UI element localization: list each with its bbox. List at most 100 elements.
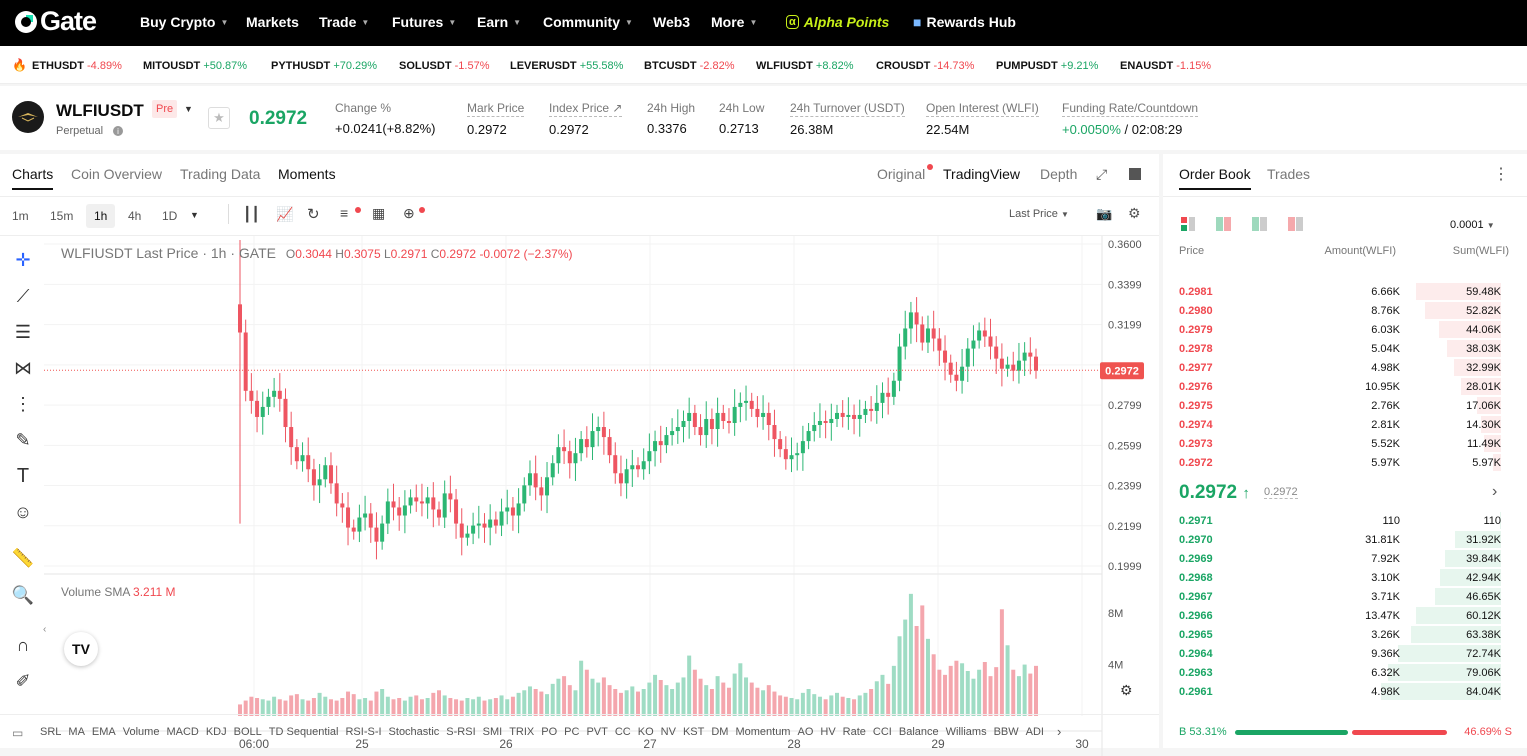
- timeframe-1m[interactable]: 1m: [12, 209, 29, 223]
- indicator-item[interactable]: KST: [682, 726, 705, 738]
- indicator-item[interactable]: SMI: [482, 726, 503, 738]
- replay-icon[interactable]: ↻: [307, 206, 320, 223]
- indicator-item[interactable]: PC: [564, 726, 580, 738]
- ticker-item[interactable]: CROUSDT -14.73%: [876, 60, 974, 72]
- mid-mark-price[interactable]: 0.2972: [1264, 486, 1298, 499]
- stat-funding[interactable]: Funding Rate/Countdown +0.0050% / 02:08:2…: [1062, 101, 1199, 137]
- nav-markets[interactable]: Markets: [246, 14, 299, 30]
- ask-row[interactable]: 0.2972 5.97K 5.97K: [1163, 453, 1511, 472]
- indicator-item[interactable]: EMA: [91, 726, 116, 738]
- ask-row[interactable]: 0.2980 8.76K 52.82K: [1163, 301, 1511, 320]
- ask-row[interactable]: 0.2974 2.81K 14.30K: [1163, 415, 1511, 434]
- stat-index-price[interactable]: Index Price ↗ 0.2972: [549, 101, 623, 137]
- indicator-item[interactable]: BBW: [993, 726, 1019, 738]
- indicator-item[interactable]: KDJ: [205, 726, 227, 738]
- tab-trades[interactable]: Trades: [1267, 166, 1311, 182]
- indicator-item[interactable]: NV: [660, 726, 676, 738]
- collapse-toolbar-icon[interactable]: ‹: [43, 624, 47, 635]
- fib-icon[interactable]: ⋮: [14, 393, 32, 414]
- more-options-icon[interactable]: ⋮: [1493, 166, 1509, 183]
- pattern-icon[interactable]: ⋈: [14, 357, 32, 378]
- zoom-in-icon[interactable]: 🔍: [11, 584, 35, 605]
- bid-row[interactable]: 0.2966 13.47K 60.12K: [1163, 606, 1511, 625]
- indicator-item[interactable]: Rate: [842, 726, 866, 738]
- bid-row[interactable]: 0.2968 3.10K 42.94K: [1163, 568, 1511, 587]
- indicator-item[interactable]: CCI: [872, 726, 892, 738]
- book-view-split-icon[interactable]: [1216, 217, 1232, 231]
- stat-mark-price[interactable]: Mark Price 0.2972: [467, 101, 525, 137]
- stat-turnover[interactable]: 24h Turnover (USDT) 26.38M: [790, 101, 905, 137]
- camera-icon[interactable]: 📷: [1096, 206, 1113, 221]
- indicator-item[interactable]: Stochastic: [388, 726, 440, 738]
- horizontal-lines-icon[interactable]: ☰: [14, 321, 32, 342]
- tab-trading-data[interactable]: Trading Data: [180, 166, 261, 182]
- bid-row[interactable]: 0.2963 6.32K 79.06K: [1163, 663, 1511, 682]
- indicators-icon[interactable]: 📈: [276, 206, 294, 222]
- info-icon[interactable]: i: [113, 126, 123, 136]
- indicator-item[interactable]: S-RSI: [446, 726, 476, 738]
- book-view-asks-icon[interactable]: [1288, 217, 1304, 231]
- chart-settings-icon[interactable]: ⚙: [1120, 682, 1133, 698]
- indicator-item[interactable]: PVT: [586, 726, 608, 738]
- timeframe-15m[interactable]: 15m: [50, 209, 74, 223]
- timeframe-dropdown-icon[interactable]: ▼: [190, 210, 199, 220]
- indicator-item[interactable]: MA: [68, 726, 85, 738]
- book-view-bids-icon[interactable]: [1252, 217, 1268, 231]
- indicator-item[interactable]: TD Sequential: [268, 726, 339, 738]
- book-view-both-icon[interactable]: [1181, 217, 1195, 231]
- ask-row[interactable]: 0.2978 5.04K 38.03K: [1163, 339, 1511, 358]
- indicator-item[interactable]: PO: [541, 726, 558, 738]
- timeframe-4h[interactable]: 4h: [128, 209, 142, 223]
- grid-layout-icon[interactable]: ▦: [372, 205, 386, 221]
- gate-logo[interactable]: Gate: [14, 6, 97, 37]
- candle-type-icon[interactable]: ┃┃: [243, 206, 260, 222]
- layout-icon[interactable]: [1129, 168, 1141, 180]
- add-icon[interactable]: ⊕: [403, 205, 415, 221]
- nav-futures[interactable]: Futures ▼: [392, 14, 456, 30]
- tab-order-book[interactable]: Order Book: [1179, 166, 1251, 190]
- nav-web3[interactable]: Web3: [653, 14, 690, 30]
- ticker-item[interactable]: BTCUSDT -2.82%: [644, 60, 734, 72]
- crosshair-icon[interactable]: ✛: [15, 249, 31, 270]
- brush-icon[interactable]: ✎: [15, 429, 31, 450]
- symbol-name[interactable]: WLFIUSDT: [56, 101, 144, 120]
- nav-more[interactable]: More ▼: [711, 14, 757, 30]
- indicator-item[interactable]: BOLL: [233, 726, 262, 738]
- bid-row[interactable]: 0.2967 3.71K 46.65K: [1163, 587, 1511, 606]
- tab-depth[interactable]: Depth: [1040, 166, 1078, 182]
- bid-row[interactable]: 0.2964 9.36K 72.74K: [1163, 644, 1511, 663]
- ticker-item[interactable]: ETHUSDT -4.89%: [32, 60, 122, 72]
- magnet-icon[interactable]: ∩: [16, 634, 30, 655]
- tab-coin-overview[interactable]: Coin Overview: [71, 166, 163, 182]
- ticker-item[interactable]: MITOUSDT +50.87%: [143, 60, 247, 72]
- indicator-item[interactable]: DM: [711, 726, 729, 738]
- tab-tradingview[interactable]: TradingView: [943, 166, 1021, 182]
- chevron-right-icon[interactable]: ›: [1492, 483, 1498, 500]
- settings-gear-icon[interactable]: ⚙: [1128, 205, 1141, 221]
- nav-alpha-points[interactable]: α Alpha Points: [786, 14, 889, 30]
- timeframe-1d[interactable]: 1D: [162, 209, 178, 223]
- indicator-item[interactable]: HV: [820, 726, 836, 738]
- ticker-item[interactable]: PYTHUSDT +70.29%: [271, 60, 377, 72]
- ask-row[interactable]: 0.2979 6.03K 44.06K: [1163, 320, 1511, 339]
- indicator-item[interactable]: TRIX: [509, 726, 535, 738]
- ticker-item[interactable]: ENAUSDT -1.15%: [1120, 60, 1211, 72]
- timeframe-1h[interactable]: 1h: [86, 204, 116, 228]
- chevron-right-icon[interactable]: ›: [1057, 724, 1062, 739]
- bid-row[interactable]: 0.2971 110 110: [1163, 511, 1511, 530]
- bid-row[interactable]: 0.2970 31.81K 31.92K: [1163, 530, 1511, 549]
- ask-row[interactable]: 0.2976 10.95K 28.01K: [1163, 377, 1511, 396]
- tab-charts[interactable]: Charts: [12, 166, 54, 190]
- indicator-item[interactable]: RSI-S-I: [345, 726, 382, 738]
- ticker-item[interactable]: WLFIUSDT +8.82%: [756, 60, 854, 72]
- nav-earn[interactable]: Earn ▼: [477, 14, 521, 30]
- nav-rewards-hub[interactable]: ■ Rewards Hub: [913, 14, 1016, 30]
- bid-row[interactable]: 0.2961 4.98K 84.04K: [1163, 682, 1511, 701]
- indicator-menu-icon[interactable]: ▭: [12, 726, 24, 740]
- lock-drawing-icon[interactable]: ✐: [15, 670, 31, 691]
- trend-line-icon[interactable]: ⟋: [16, 285, 30, 306]
- ticker-item[interactable]: LEVERUSDT +55.58%: [510, 60, 623, 72]
- tradingview-logo-icon[interactable]: TV: [64, 632, 98, 666]
- precision-select[interactable]: 0.0001 ▼: [1450, 219, 1495, 231]
- symbol-dropdown-icon[interactable]: ▼: [184, 104, 193, 114]
